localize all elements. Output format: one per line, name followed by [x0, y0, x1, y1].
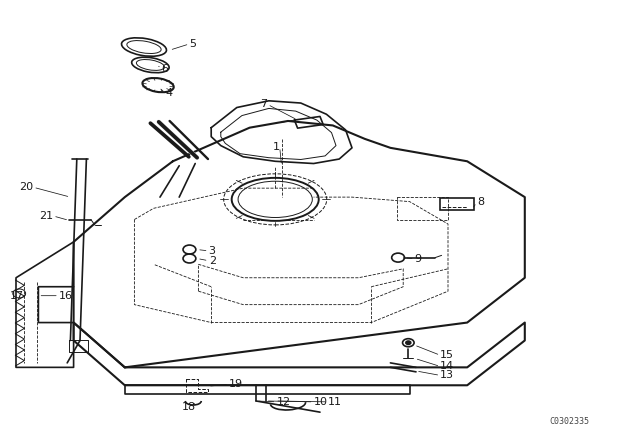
Text: 9: 9	[415, 254, 422, 264]
Text: 3: 3	[209, 246, 216, 256]
Text: 12: 12	[276, 397, 291, 407]
Text: 5: 5	[189, 39, 196, 49]
Text: 7: 7	[260, 99, 268, 109]
Text: 11: 11	[328, 397, 342, 407]
Text: 4: 4	[165, 88, 172, 98]
Text: 6: 6	[161, 64, 168, 73]
Text: C0302335: C0302335	[550, 417, 589, 426]
Circle shape	[406, 341, 411, 345]
Text: 16: 16	[59, 291, 73, 301]
Text: 18: 18	[182, 402, 196, 412]
Text: 20: 20	[19, 182, 33, 192]
Text: 10: 10	[314, 397, 328, 407]
Text: 8: 8	[477, 198, 484, 207]
Text: 15: 15	[440, 350, 454, 360]
Text: 19: 19	[229, 379, 243, 389]
Text: 2: 2	[209, 256, 216, 266]
Text: 1: 1	[273, 142, 280, 152]
Text: 13: 13	[440, 370, 454, 380]
Text: 21: 21	[39, 211, 53, 221]
Text: 17: 17	[10, 291, 24, 301]
Text: 14: 14	[440, 362, 454, 371]
